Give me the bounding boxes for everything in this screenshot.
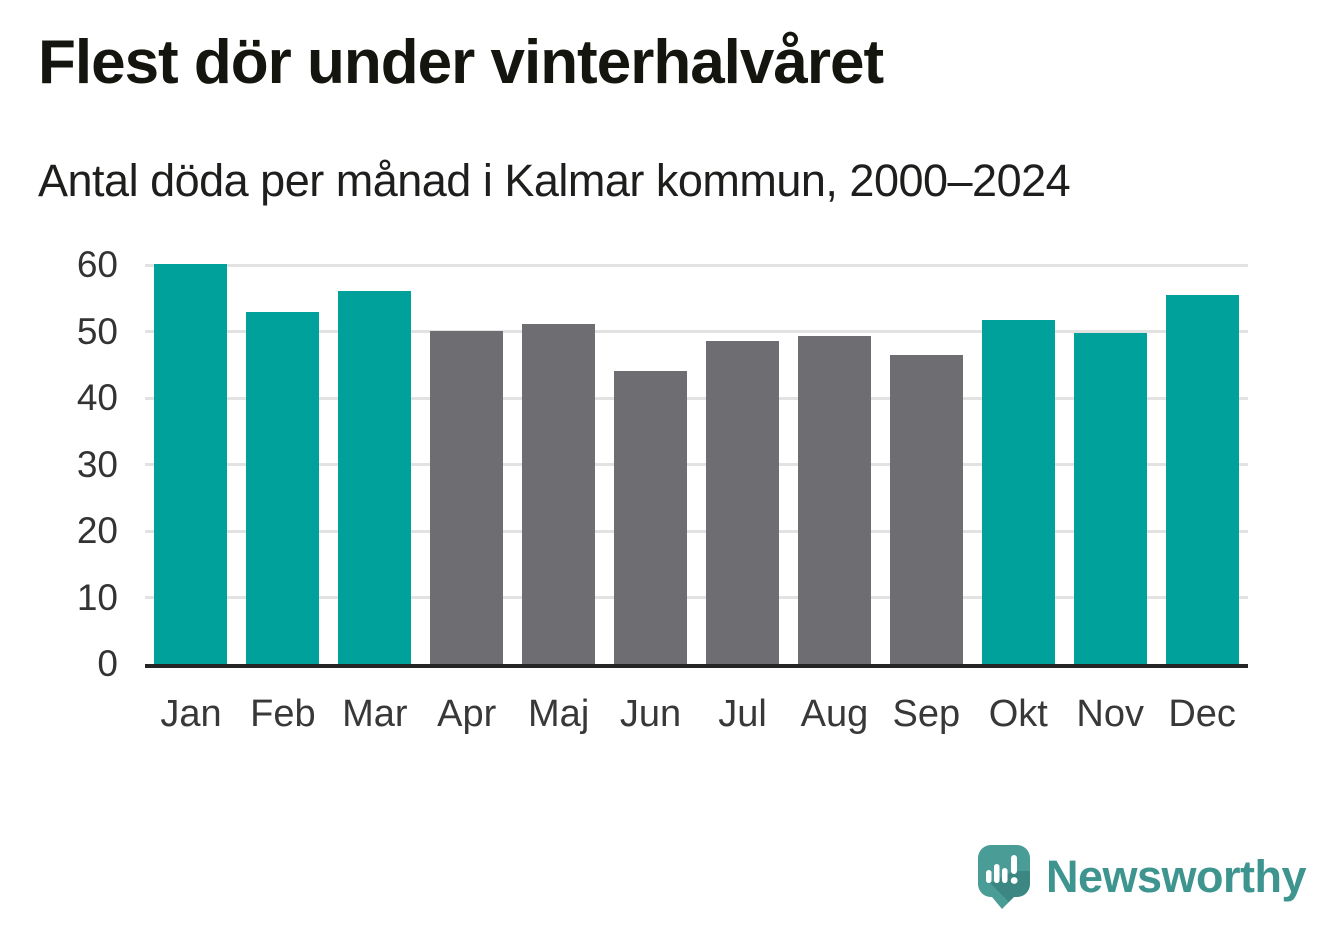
bar-band-maj [513, 265, 605, 664]
bar-jul [705, 341, 779, 664]
y-tick-label-20: 20 [76, 510, 118, 551]
bar-band-aug [788, 265, 880, 664]
bar-nov [1073, 332, 1147, 664]
x-tick-label-sep: Sep [892, 693, 961, 735]
bar-jun [614, 370, 688, 664]
gridline-50 [145, 330, 1248, 333]
x-tick-label-maj: Maj [528, 693, 590, 735]
x-tick-label-jul: Jul [718, 693, 767, 735]
x-tick-label-jan: Jan [160, 693, 222, 735]
y-tick-label-50: 50 [76, 310, 118, 352]
bar-band-nov [1064, 265, 1156, 664]
y-tick-label-0: 0 [97, 643, 118, 684]
newsworthy-logo: Newsworthy [978, 845, 1307, 909]
y-tick-label-60: 60 [76, 244, 118, 285]
x-axis-line [145, 664, 1248, 668]
bar-jan [154, 264, 228, 664]
plot-area [145, 263, 1248, 668]
bar-maj [522, 324, 596, 664]
x-tick-label-jun: Jun [619, 693, 682, 735]
bar-band-apr [421, 265, 513, 664]
chart-title: Flest dör under vinterhalvåret [38, 28, 884, 97]
y-axis-labels: 0 10 20 30 40 50 60 [0, 244, 118, 684]
bar-series [145, 264, 1248, 664]
bar-band-dec [1156, 265, 1248, 664]
bar-band-sep [880, 265, 972, 664]
gridline-10 [145, 596, 1248, 599]
bar-feb [246, 311, 320, 664]
x-tick-label-dec: Dec [1168, 693, 1236, 735]
newsworthy-wordmark: Newsworthy [1046, 851, 1307, 902]
y-tick-label-30: 30 [76, 443, 118, 485]
gridline-30 [145, 463, 1248, 466]
x-tick-label-apr: Apr [437, 693, 497, 735]
bar-apr [430, 330, 504, 664]
x-tick-label-mar: Mar [342, 693, 408, 735]
x-tick-label-nov: Nov [1076, 693, 1144, 735]
newsworthy-speech-bubble-icon [978, 845, 1030, 909]
x-tick-label-feb: Feb [250, 693, 316, 735]
bar-mar [338, 290, 412, 664]
bar-band-jun [605, 265, 697, 664]
bar-sep [889, 355, 963, 664]
bar-band-feb [237, 265, 329, 664]
x-tick-label-okt: Okt [988, 693, 1048, 735]
y-tick-label-10: 10 [76, 576, 118, 618]
gridline-40 [145, 396, 1248, 400]
bar-band-okt [972, 265, 1064, 664]
gridline-20 [145, 529, 1248, 533]
gridline-60 [145, 263, 1248, 267]
x-axis-labels: Jan Feb Mar Apr Maj Jun Jul Aug Sep Okt Nov Dec [145, 692, 1248, 736]
bar-okt [981, 320, 1055, 664]
bar-band-jan [145, 264, 237, 664]
chart-subtitle: Antal döda per månad i Kalmar kommun, 20… [38, 155, 1071, 206]
bar-dec [1165, 294, 1239, 664]
bar-band-jul [697, 265, 789, 664]
bar-aug [797, 335, 871, 664]
bar-band-mar [329, 265, 421, 664]
y-tick-label-40: 40 [76, 377, 118, 418]
x-tick-label-aug: Aug [800, 693, 869, 735]
